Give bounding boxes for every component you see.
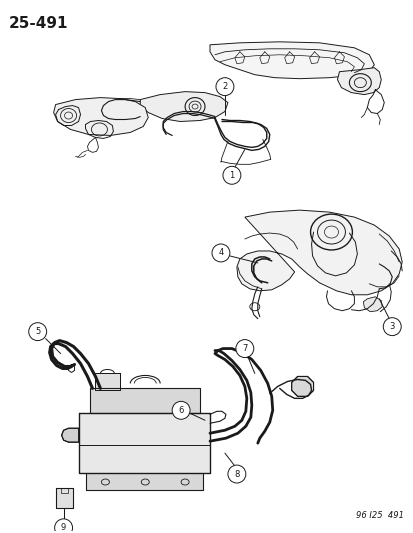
Polygon shape — [209, 42, 373, 79]
Polygon shape — [95, 374, 120, 390]
Polygon shape — [55, 488, 72, 508]
Polygon shape — [62, 428, 78, 442]
Polygon shape — [337, 68, 380, 95]
Circle shape — [222, 166, 240, 184]
Text: 8: 8 — [234, 470, 239, 479]
Text: 7: 7 — [242, 344, 247, 353]
Polygon shape — [78, 413, 209, 473]
Circle shape — [382, 318, 400, 336]
Text: 2: 2 — [222, 82, 227, 91]
Text: 3: 3 — [389, 322, 394, 331]
Text: 1: 1 — [229, 171, 234, 180]
Circle shape — [172, 401, 190, 419]
Polygon shape — [291, 376, 313, 397]
Polygon shape — [54, 98, 148, 135]
Circle shape — [228, 465, 245, 483]
Text: 96 I25  491: 96 I25 491 — [355, 511, 403, 520]
Circle shape — [55, 519, 72, 533]
Text: 25-491: 25-491 — [9, 16, 68, 31]
Text: 5: 5 — [35, 327, 40, 336]
Text: 9: 9 — [61, 523, 66, 532]
Circle shape — [216, 78, 233, 95]
Polygon shape — [90, 389, 199, 413]
Circle shape — [235, 340, 253, 358]
Polygon shape — [363, 297, 381, 312]
Text: 4: 4 — [218, 248, 223, 257]
Circle shape — [28, 322, 47, 341]
Circle shape — [211, 244, 229, 262]
Polygon shape — [236, 210, 401, 295]
Text: 6: 6 — [178, 406, 183, 415]
Polygon shape — [85, 473, 202, 490]
Polygon shape — [140, 92, 228, 122]
